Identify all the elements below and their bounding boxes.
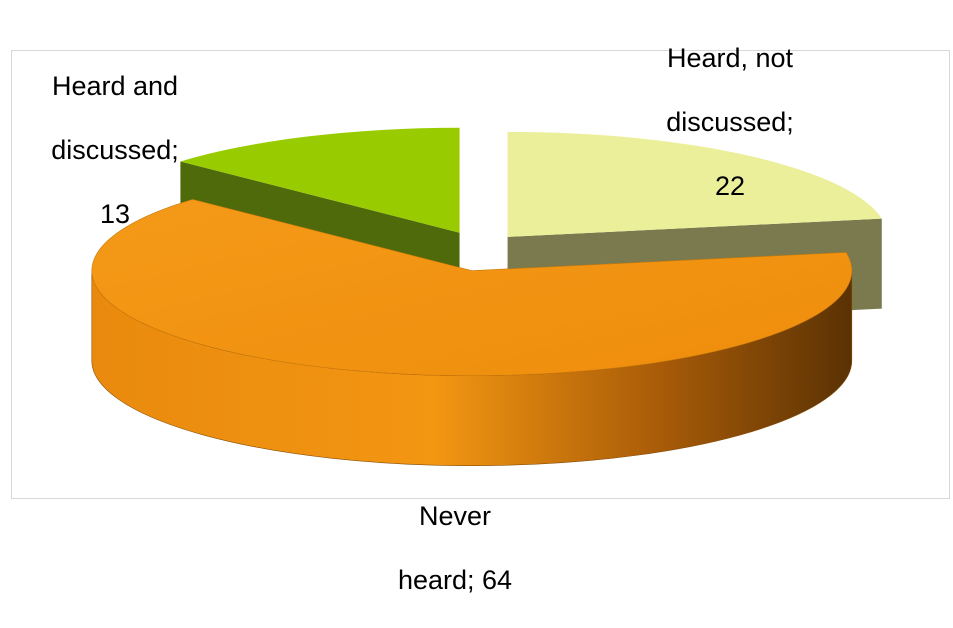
slice-label-heard-not-discussed: Heard, not discussed; 22 [630, 10, 830, 234]
slice-label-heard-not-discussed-value: 22 [714, 171, 746, 201]
slice-label-never-heard-line2: heard; 64 [397, 565, 513, 595]
slice-label-heard-discussed-line2: discussed; [51, 135, 179, 165]
pie-chart-svg [11, 50, 950, 499]
slice-heard-discussed-top [180, 127, 460, 233]
slice-label-never-heard: Never heard; 64 [360, 468, 550, 628]
slice-label-heard-discussed-line1: Heard and [51, 71, 179, 101]
slice-label-heard-not-discussed-line2: discussed; [666, 107, 794, 137]
slice-label-heard-discussed-value: 13 [99, 199, 131, 229]
pie-chart: Heard and discussed; 13 Heard, not discu… [11, 10, 950, 595]
plot-area-frame [11, 50, 950, 499]
slice-label-heard-discussed: Heard and discussed; 13 [30, 38, 200, 262]
slices-layer [91, 127, 882, 466]
slice-never-heard-top [91, 199, 853, 376]
slice-heard-not-discussed-top [507, 131, 882, 237]
slice-label-heard-not-discussed-line1: Heard, not [666, 43, 794, 73]
slice-label-never-heard-line1: Never [418, 501, 492, 531]
